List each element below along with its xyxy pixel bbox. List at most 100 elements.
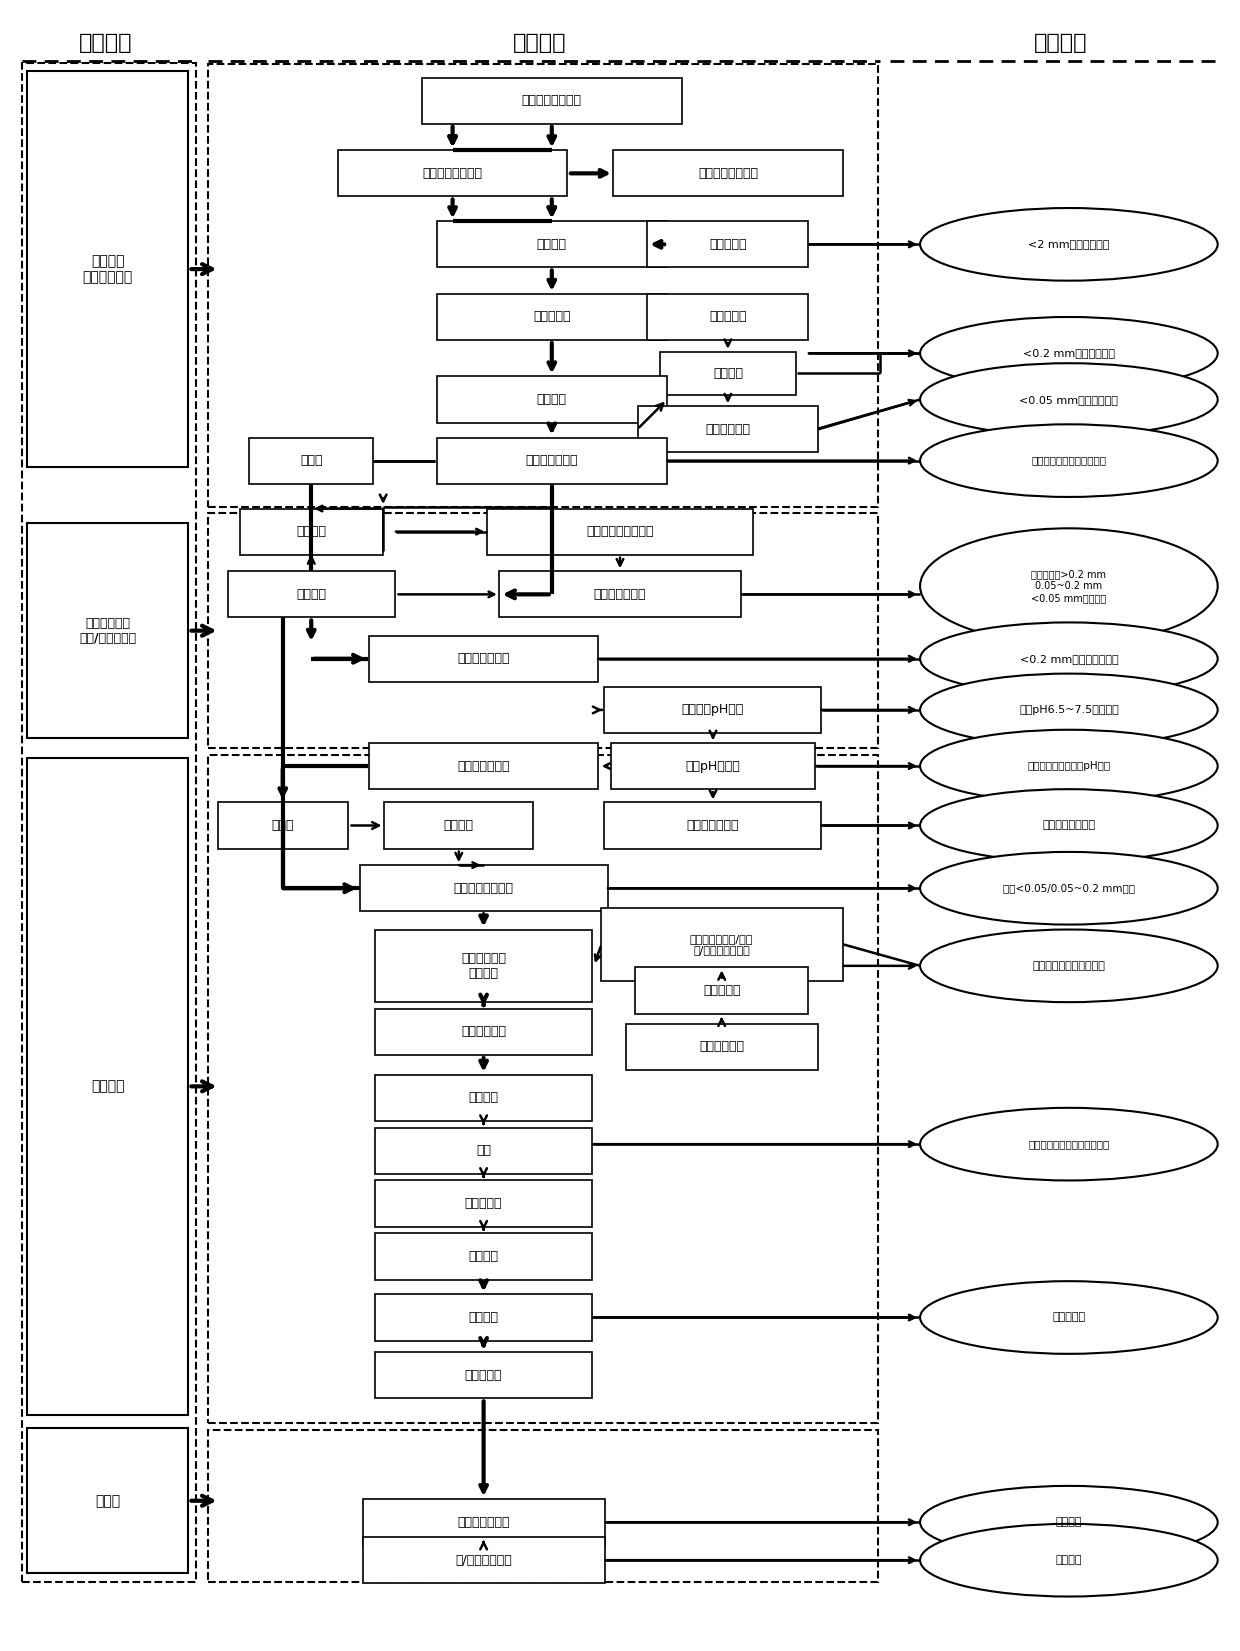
Ellipse shape [920, 208, 1218, 281]
FancyBboxPatch shape [374, 1128, 593, 1174]
Text: 物料配比：土壤/煤矸
石/粉煤灰配比混合: 物料配比：土壤/煤矸 石/粉煤灰配比混合 [689, 933, 754, 956]
Ellipse shape [920, 674, 1218, 746]
FancyBboxPatch shape [374, 1180, 593, 1227]
Text: 均质粉碎机: 均质粉碎机 [533, 310, 570, 324]
Ellipse shape [920, 1486, 1218, 1559]
Text: 煤矸石预处理: 煤矸石预处理 [699, 1040, 744, 1053]
Text: <0.2 mm土壤组分筛分: <0.2 mm土壤组分筛分 [1023, 348, 1115, 358]
Text: 水回用: 水回用 [300, 454, 322, 467]
Text: 工艺思路: 工艺思路 [78, 33, 133, 53]
Text: 残杂组分稳定化处理: 残杂组分稳定化处理 [587, 525, 653, 538]
FancyBboxPatch shape [604, 802, 821, 849]
FancyBboxPatch shape [660, 352, 796, 395]
FancyBboxPatch shape [362, 1499, 605, 1545]
FancyBboxPatch shape [422, 78, 682, 124]
Ellipse shape [920, 1524, 1218, 1597]
Text: 沉淀过滤: 沉淀过滤 [296, 525, 326, 538]
FancyBboxPatch shape [438, 376, 667, 423]
Text: 工艺流程: 工艺流程 [512, 33, 567, 53]
Text: 塑性指数: 塑性指数 [469, 1091, 498, 1105]
Ellipse shape [920, 930, 1218, 1002]
FancyBboxPatch shape [600, 908, 843, 981]
Text: 形成稳定态三价铬: 形成稳定态三价铬 [1043, 821, 1095, 830]
Text: 混合搅拌器中
药剂调理: 混合搅拌器中 药剂调理 [461, 953, 506, 979]
Text: 粒级筛分
铬的分离清洗: 粒级筛分 铬的分离清洗 [83, 254, 133, 284]
Text: 液相分离器: 液相分离器 [709, 310, 746, 324]
Text: 一级筛分: 一级筛分 [537, 238, 567, 251]
FancyBboxPatch shape [438, 438, 667, 484]
Text: 热值: 热值 [476, 1144, 491, 1157]
Ellipse shape [920, 789, 1218, 862]
Text: 土壤pH6.5~7.5中性环境: 土壤pH6.5~7.5中性环境 [1019, 705, 1118, 715]
Text: 挤压式土壤破碎机: 挤压式土壤破碎机 [423, 167, 482, 180]
Text: 板框压滤机脱水: 板框压滤机脱水 [458, 759, 510, 773]
Text: 大粒径及水体
固化/稳定化处理: 大粒径及水体 固化/稳定化处理 [79, 617, 136, 644]
FancyBboxPatch shape [249, 438, 373, 484]
FancyBboxPatch shape [374, 1233, 593, 1280]
Text: 土水体系pH调节: 土水体系pH调节 [682, 703, 744, 717]
FancyBboxPatch shape [362, 1537, 605, 1583]
Text: <0.2 mm土壤组分预处理: <0.2 mm土壤组分预处理 [1019, 654, 1118, 664]
FancyBboxPatch shape [218, 802, 347, 849]
Text: 物料投混: 物料投混 [469, 1311, 498, 1324]
Text: 物料组分调配: 物料组分调配 [461, 1025, 506, 1038]
FancyBboxPatch shape [486, 509, 754, 555]
Text: 风干泥饼: 风干泥饼 [444, 819, 474, 832]
Ellipse shape [920, 852, 1218, 925]
Text: 外/内热高温烧结: 外/内热高温烧结 [455, 1554, 512, 1567]
FancyBboxPatch shape [438, 294, 667, 340]
Text: 砖坯制备用物料组分配比优化: 砖坯制备用物料组分配比优化 [1028, 1139, 1110, 1149]
Text: 水、柠檬酸、草酸清洗处理: 水、柠檬酸、草酸清洗处理 [1032, 456, 1106, 466]
Text: 二级筛分: 二级筛分 [537, 393, 567, 406]
Text: 筛分土壤预处理: 筛分土壤预处理 [458, 652, 510, 665]
Text: 砖烧结: 砖烧结 [95, 1494, 120, 1507]
Ellipse shape [920, 363, 1218, 436]
Text: 物料制备: 物料制备 [91, 1080, 125, 1093]
Text: 受螺压滤机脱水: 受螺压滤机脱水 [594, 588, 646, 601]
Text: 颗粒级配: 颗粒级配 [469, 1250, 498, 1263]
Text: 收集淘洗的>0.2 mm
0.05~0.2 mm
<0.05 mm土壤组分: 收集淘洗的>0.2 mm 0.05~0.2 mm <0.05 mm土壤组分 [1032, 570, 1106, 603]
FancyBboxPatch shape [27, 758, 188, 1415]
Text: 物料均质化: 物料均质化 [1053, 1313, 1085, 1322]
FancyBboxPatch shape [374, 1075, 593, 1121]
FancyBboxPatch shape [370, 636, 598, 682]
Text: 六价铬还原调控: 六价铬还原调控 [687, 819, 739, 832]
FancyBboxPatch shape [27, 71, 188, 467]
Text: 分离水相: 分离水相 [296, 588, 326, 601]
Text: 砖坯制备辅助物料预处理: 砖坯制备辅助物料预处理 [1033, 961, 1105, 971]
Text: 含水量调节: 含水量调节 [465, 1369, 502, 1382]
FancyBboxPatch shape [374, 1294, 593, 1341]
Text: 干湿混合制备土料: 干湿混合制备土料 [454, 882, 513, 895]
Text: 污染煤土初级破碎: 污染煤土初级破碎 [698, 167, 758, 180]
FancyBboxPatch shape [374, 1352, 593, 1398]
Text: 挤砖机制备砖坯: 挤砖机制备砖坯 [458, 1516, 510, 1529]
FancyBboxPatch shape [384, 802, 533, 849]
FancyBboxPatch shape [241, 509, 382, 555]
FancyBboxPatch shape [635, 967, 808, 1014]
Ellipse shape [920, 1281, 1218, 1354]
FancyBboxPatch shape [337, 150, 567, 196]
FancyBboxPatch shape [647, 294, 808, 340]
FancyBboxPatch shape [604, 687, 821, 733]
Text: 硅铝质量比: 硅铝质量比 [465, 1197, 502, 1210]
FancyBboxPatch shape [374, 930, 593, 1002]
FancyBboxPatch shape [27, 523, 188, 738]
Text: <2 mm土壤组分筛分: <2 mm土壤组分筛分 [1028, 239, 1110, 249]
Ellipse shape [920, 1108, 1218, 1180]
Text: 工艺目标: 工艺目标 [1033, 33, 1087, 53]
FancyBboxPatch shape [637, 406, 818, 452]
Text: 强化缓冲能力，维持pH稳定: 强化缓冲能力，维持pH稳定 [1027, 761, 1111, 771]
Text: 制备砖坯: 制备砖坯 [1055, 1517, 1083, 1527]
FancyBboxPatch shape [370, 743, 598, 789]
Text: 细颗粒沉降器: 细颗粒沉降器 [706, 423, 750, 436]
Ellipse shape [920, 730, 1218, 802]
Ellipse shape [920, 317, 1218, 390]
Text: 施加pH稳定剂: 施加pH稳定剂 [686, 759, 740, 773]
FancyBboxPatch shape [27, 1428, 188, 1573]
FancyBboxPatch shape [613, 150, 843, 196]
Text: 滤泥饼: 滤泥饼 [272, 819, 294, 832]
Text: 待处理铬污染土壤: 待处理铬污染土壤 [522, 94, 582, 107]
Text: 收集<0.05/0.05~0.2 mm组分: 收集<0.05/0.05~0.2 mm组分 [1003, 883, 1135, 893]
FancyBboxPatch shape [647, 221, 808, 267]
FancyBboxPatch shape [610, 743, 816, 789]
